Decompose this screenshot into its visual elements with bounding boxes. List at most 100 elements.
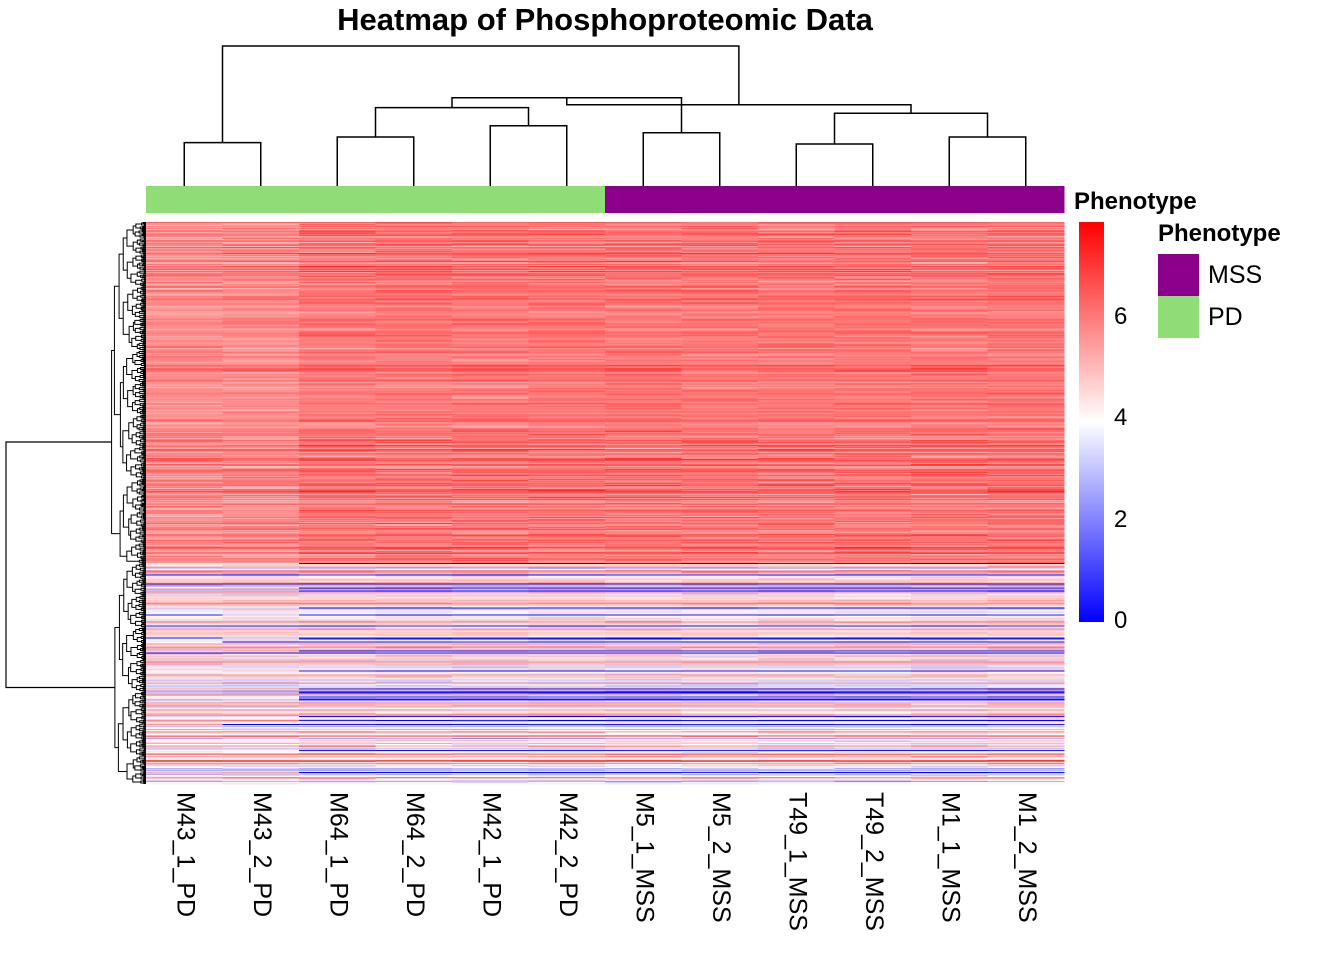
heatmap-cell: [299, 273, 376, 275]
heatmap-cell: [681, 292, 759, 294]
heatmap-cell: [758, 444, 835, 447]
heatmap-cell: [681, 458, 759, 461]
row-dendrogram-branch: [139, 266, 145, 270]
heatmap-cell: [299, 464, 376, 467]
heatmap-cell: [758, 368, 835, 370]
heatmap-cell: [987, 263, 1065, 265]
heatmap-cell: [299, 559, 376, 561]
heatmap-cell: [758, 367, 835, 369]
heatmap-cell: [987, 262, 1065, 264]
row-dendrogram-branch: [139, 403, 144, 407]
heatmap-cell: [758, 373, 835, 375]
heatmap-cell: [528, 285, 606, 287]
heatmap-cell: [528, 333, 606, 335]
heatmap-cell: [528, 513, 606, 515]
heatmap-cell: [375, 344, 453, 346]
heatmap-cell: [681, 277, 759, 279]
row-dendrogram-branch: [143, 609, 146, 612]
heatmap-cell: [528, 248, 606, 250]
heatmap-cell: [299, 490, 376, 493]
heatmap-cell: [911, 276, 988, 278]
heatmap-cell: [605, 473, 682, 476]
heatmap-cell: [452, 230, 529, 232]
heatmap-cell: [911, 230, 988, 232]
heatmap-cell: [758, 338, 835, 340]
heatmap-cell: [146, 547, 223, 549]
row-dendrogram-branch: [142, 372, 146, 375]
heatmap-cell: [834, 457, 912, 460]
heatmap-cell: [528, 368, 606, 370]
heatmap-cell: [681, 506, 759, 508]
heatmap-cell: [911, 564, 988, 566]
heatmap-cell: [222, 573, 300, 575]
row-dendrogram-branch: [138, 350, 145, 354]
heatmap-cell: [834, 321, 912, 323]
heatmap-cell: [834, 376, 912, 378]
heatmap-cell: [452, 562, 529, 564]
heatmap-cell: [146, 497, 223, 500]
heatmap-cell: [528, 252, 606, 254]
heatmap-cell: [375, 439, 453, 442]
heatmap-cell: [299, 506, 376, 508]
heatmap-cell: [146, 571, 223, 573]
heatmap-cell: [146, 358, 223, 360]
heatmap-cell: [222, 583, 300, 585]
heatmap-cell: [222, 490, 300, 493]
heatmap-cell: [146, 450, 223, 453]
heatmap-cell: [834, 440, 912, 443]
heatmap-cell: [146, 269, 223, 271]
row-dendrogram-branch: [141, 475, 144, 479]
heatmap-cell: [681, 445, 759, 448]
heatmap-cell: [987, 246, 1065, 248]
heatmap-cell: [834, 454, 912, 457]
heatmap-cell: [681, 436, 759, 439]
heatmap-cell: [911, 398, 988, 401]
heatmap-cell: [222, 392, 300, 395]
heatmap-cell: [911, 278, 988, 280]
heatmap-cell: [681, 588, 759, 590]
heatmap-cell: [299, 329, 376, 331]
heatmap-cell: [146, 555, 223, 557]
heatmap-cell: [528, 315, 606, 317]
heatmap-cell: [834, 279, 912, 281]
heatmap-cell: [681, 251, 759, 253]
heatmap-cell: [681, 319, 759, 321]
heatmap-cell: [605, 331, 682, 333]
heatmap-cell: [299, 419, 376, 422]
heatmap-cell: [681, 524, 759, 526]
heatmap-cell: [299, 431, 376, 434]
heatmap-cell: [452, 532, 529, 534]
heatmap-cell: [605, 403, 682, 406]
heatmap-cell: [681, 570, 759, 572]
heatmap-cell: [605, 325, 682, 327]
heatmap-cell: [452, 578, 529, 580]
heatmap-cell: [299, 384, 376, 386]
heatmap-cell: [299, 277, 376, 279]
heatmap-cell: [222, 480, 300, 483]
heatmap-cell: [452, 269, 529, 271]
heatmap-cell: [911, 419, 988, 422]
heatmap-cell: [452, 407, 529, 410]
heatmap-cell: [605, 526, 682, 528]
heatmap-cell: [605, 289, 682, 291]
row-dendrogram-branch: [141, 561, 146, 564]
heatmap-cell: [758, 356, 835, 358]
heatmap-cell: [528, 504, 606, 506]
heatmap-cell: [681, 382, 759, 384]
row-dendrogram-branch: [143, 545, 146, 548]
row-dendrogram-branch: [141, 382, 146, 385]
heatmap-cell: [299, 459, 376, 462]
heatmap-cell: [222, 342, 300, 344]
heatmap-cell: [528, 275, 606, 277]
heatmap-cell: [222, 317, 300, 319]
heatmap-cell: [222, 237, 300, 239]
heatmap-cell: [987, 290, 1065, 292]
row-dendrogram-branch: [142, 593, 146, 596]
heatmap-cell: [758, 479, 835, 482]
heatmap-cell: [528, 444, 606, 447]
heatmap-cell: [605, 394, 682, 397]
heatmap-cell: [375, 283, 453, 285]
heatmap-cell: [605, 356, 682, 358]
heatmap-cell: [452, 569, 529, 571]
heatmap-cell: [146, 255, 223, 257]
